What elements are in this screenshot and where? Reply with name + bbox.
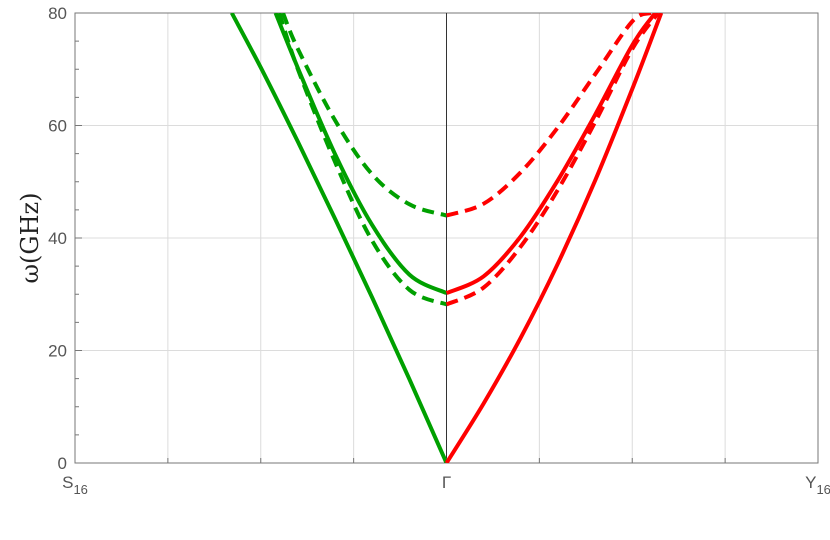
y-axis-label: ω(GHz) (16, 192, 44, 283)
series-line-3 (277, 13, 448, 307)
series-line-7 (445, 13, 660, 307)
series-line-4 (281, 13, 448, 218)
series-line-1 (230, 13, 449, 463)
series-group (230, 13, 664, 463)
series-line-6 (445, 13, 657, 295)
x-tick-label: Y16 (805, 473, 830, 497)
y-tick-label: 60 (48, 117, 67, 136)
y-tick-label: 40 (48, 229, 67, 248)
y-tick-label: 80 (48, 4, 67, 23)
y-tick-label: 0 (58, 454, 67, 473)
x-tick-label: Γ (442, 473, 451, 492)
x-tick-label: S16 (62, 473, 88, 497)
tick-labels: 0 20 40 60 80 S16 Γ Y16 (48, 4, 830, 497)
y-tick-label: 20 (48, 342, 67, 361)
series-line-2 (273, 13, 448, 295)
series-line-5 (444, 13, 664, 463)
series-line-8 (445, 13, 652, 218)
